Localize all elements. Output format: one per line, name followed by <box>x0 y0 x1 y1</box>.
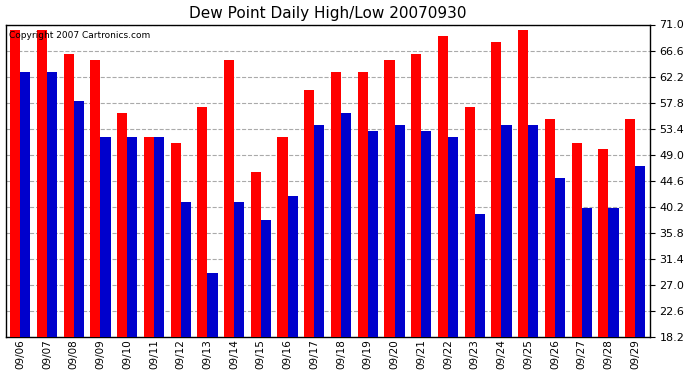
Bar <box>545 119 555 337</box>
Bar <box>518 30 529 337</box>
Bar <box>555 178 565 337</box>
Bar <box>475 214 485 337</box>
Bar <box>582 208 592 337</box>
Bar <box>315 125 324 337</box>
Bar <box>598 149 609 337</box>
Bar <box>384 60 395 337</box>
Bar <box>448 137 458 337</box>
Bar <box>491 42 502 337</box>
Bar <box>464 107 475 337</box>
Bar <box>571 143 582 337</box>
Bar <box>154 137 164 337</box>
Bar <box>197 107 208 337</box>
Bar <box>208 273 217 337</box>
Bar <box>63 54 74 337</box>
Bar <box>74 101 84 337</box>
Bar <box>529 125 538 337</box>
Bar <box>288 196 298 337</box>
Bar <box>341 113 351 337</box>
Bar <box>90 60 101 337</box>
Bar <box>331 72 341 337</box>
Bar <box>37 30 47 337</box>
Bar <box>277 137 288 337</box>
Bar <box>635 166 645 337</box>
Bar <box>438 36 448 337</box>
Bar <box>625 119 635 337</box>
Bar <box>395 125 405 337</box>
Bar <box>181 202 191 337</box>
Bar <box>250 172 261 337</box>
Bar <box>261 220 271 337</box>
Bar <box>117 113 127 337</box>
Bar <box>368 131 378 337</box>
Text: Copyright 2007 Cartronics.com: Copyright 2007 Cartronics.com <box>9 31 150 40</box>
Bar <box>20 72 30 337</box>
Bar <box>234 202 244 337</box>
Bar <box>47 72 57 337</box>
Bar <box>502 125 511 337</box>
Bar <box>411 54 422 337</box>
Bar <box>609 208 618 337</box>
Bar <box>10 30 20 337</box>
Bar <box>224 60 234 337</box>
Bar <box>304 90 315 337</box>
Bar <box>101 137 110 337</box>
Bar <box>357 72 368 337</box>
Title: Dew Point Daily High/Low 20070930: Dew Point Daily High/Low 20070930 <box>189 6 466 21</box>
Bar <box>170 143 181 337</box>
Bar <box>422 131 431 337</box>
Bar <box>144 137 154 337</box>
Bar <box>127 137 137 337</box>
